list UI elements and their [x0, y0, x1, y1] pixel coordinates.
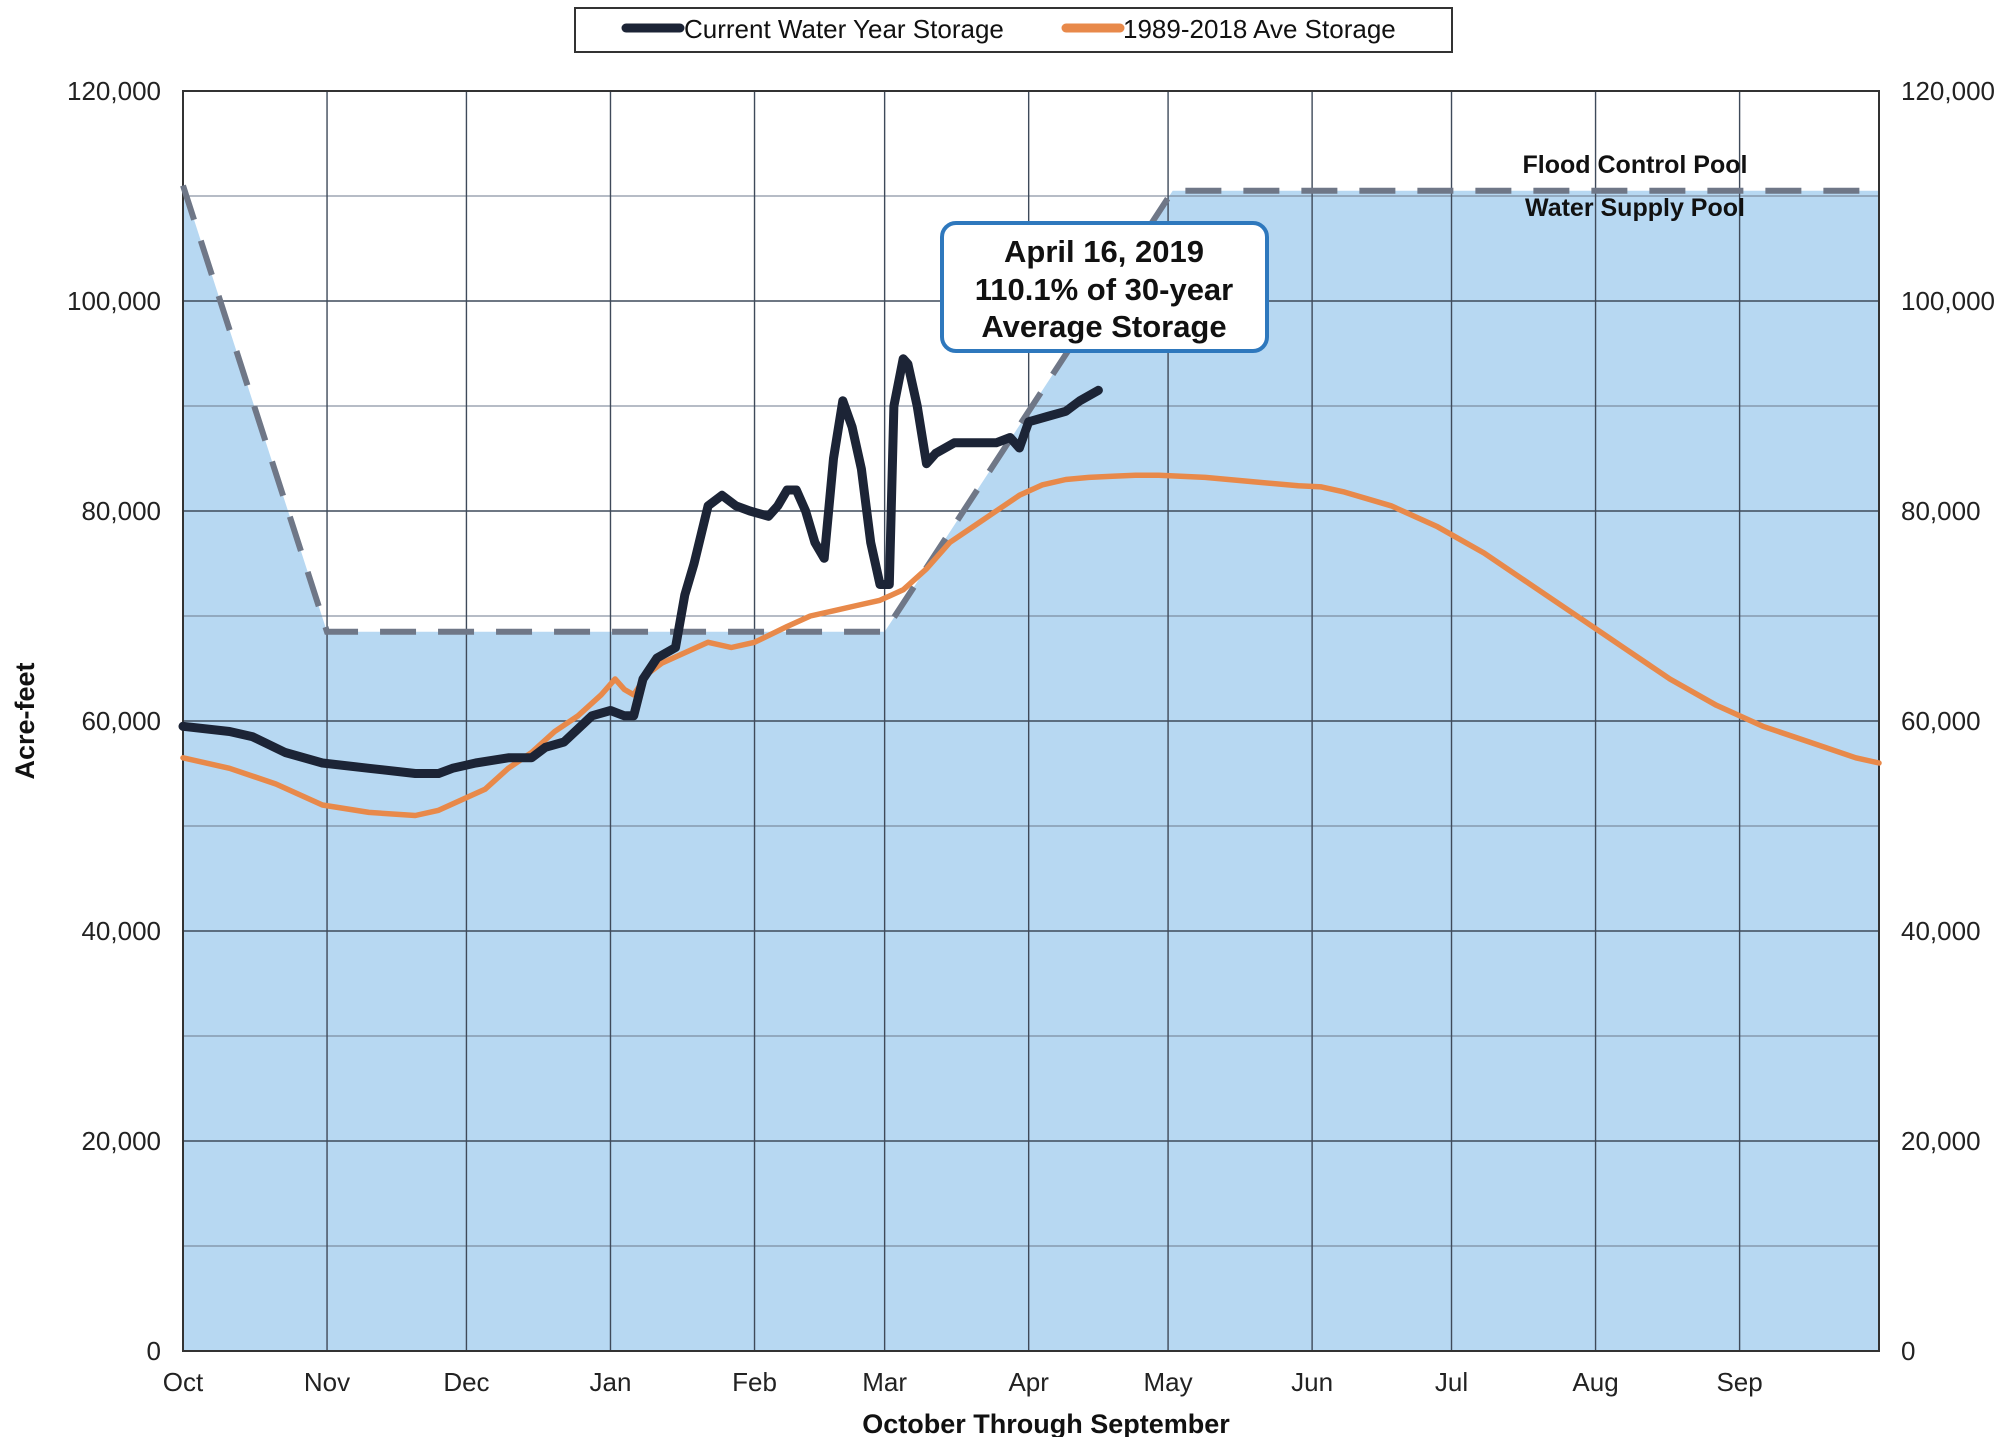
x-tick-label: Jan [590, 1367, 632, 1397]
x-tick-label: Dec [443, 1367, 489, 1397]
legend-frame [574, 7, 1453, 53]
date-callout-box: April 16, 2019 110.1% of 30-year Average… [940, 221, 1269, 353]
x-tick-label: Feb [732, 1367, 777, 1397]
x-tick-label: Oct [163, 1367, 204, 1397]
y-tick-label-right: 20,000 [1901, 1126, 1981, 1156]
y-tick-label-left: 80,000 [81, 496, 161, 526]
y-tick-label-right: 40,000 [1901, 916, 1981, 946]
callout-date: April 16, 2019 [1004, 234, 1204, 269]
flood-control-pool-boundary-line [180, 184, 1879, 635]
x-tick-label: Nov [304, 1367, 350, 1397]
series-line-1 [180, 472, 1882, 819]
x-tick-label: Mar [862, 1367, 907, 1397]
y-tick-label-right: 100,000 [1901, 286, 1995, 316]
x-axis-title: October Through September [862, 1409, 1230, 1437]
series-lines [178, 354, 1882, 819]
plot-area [178, 90, 1882, 1352]
y-tick-label-left: 60,000 [81, 706, 161, 736]
x-tick-label: Jun [1291, 1367, 1333, 1397]
y-tick-label-right: 120,000 [1901, 76, 1995, 106]
water-supply-pool-area [183, 185, 1879, 1351]
series-line-0 [178, 354, 1103, 778]
plot-frame [182, 90, 1880, 1352]
y-tick-label-right: 60,000 [1901, 706, 1981, 736]
y-tick-label-left: 100,000 [67, 286, 161, 316]
x-tick-label: Apr [1008, 1367, 1049, 1397]
flood-control-pool-label: Flood Control Pool [1523, 151, 1748, 179]
y-tick-label-left: 40,000 [81, 916, 161, 946]
y-tick-label-right: 80,000 [1901, 496, 1981, 526]
x-tick-label: May [1144, 1367, 1193, 1397]
y-axis-right-ticks: 0 20,000 40,000 60,000 80,000 100,000 120,000 [1901, 76, 1995, 1366]
x-tick-label: Sep [1716, 1367, 1762, 1397]
legend-entry-average: 1989-2018 Ave Storage [1123, 14, 1396, 44]
y-tick-label-left: 20,000 [81, 1126, 161, 1156]
x-tick-label: Jul [1435, 1367, 1468, 1397]
y-tick-label-left: 120,000 [67, 76, 161, 106]
y-tick-label-left: 0 [147, 1336, 161, 1366]
x-axis-month-ticks: Oct Nov Dec Jan Feb Mar Apr May Jun Jul Aug Sep [163, 1367, 1763, 1397]
y-tick-label-right: 0 [1901, 1336, 1915, 1366]
callout-percent: 110.1% of 30-year [975, 272, 1234, 307]
y-axis-title: Acre-feet [10, 662, 40, 779]
x-tick-label: Aug [1572, 1367, 1618, 1397]
water-supply-pool-label: Water Supply Pool [1525, 194, 1745, 222]
callout-border [940, 221, 1269, 353]
legend-entry-current: Current Water Year Storage [684, 14, 1004, 44]
y-axis-left-ticks: 0 20,000 40,000 60,000 80,000 100,000 120,000 [67, 76, 161, 1366]
callout-caption: Average Storage [981, 309, 1226, 344]
legend: Current Water Year Storage 1989-2018 Ave… [574, 7, 1453, 53]
